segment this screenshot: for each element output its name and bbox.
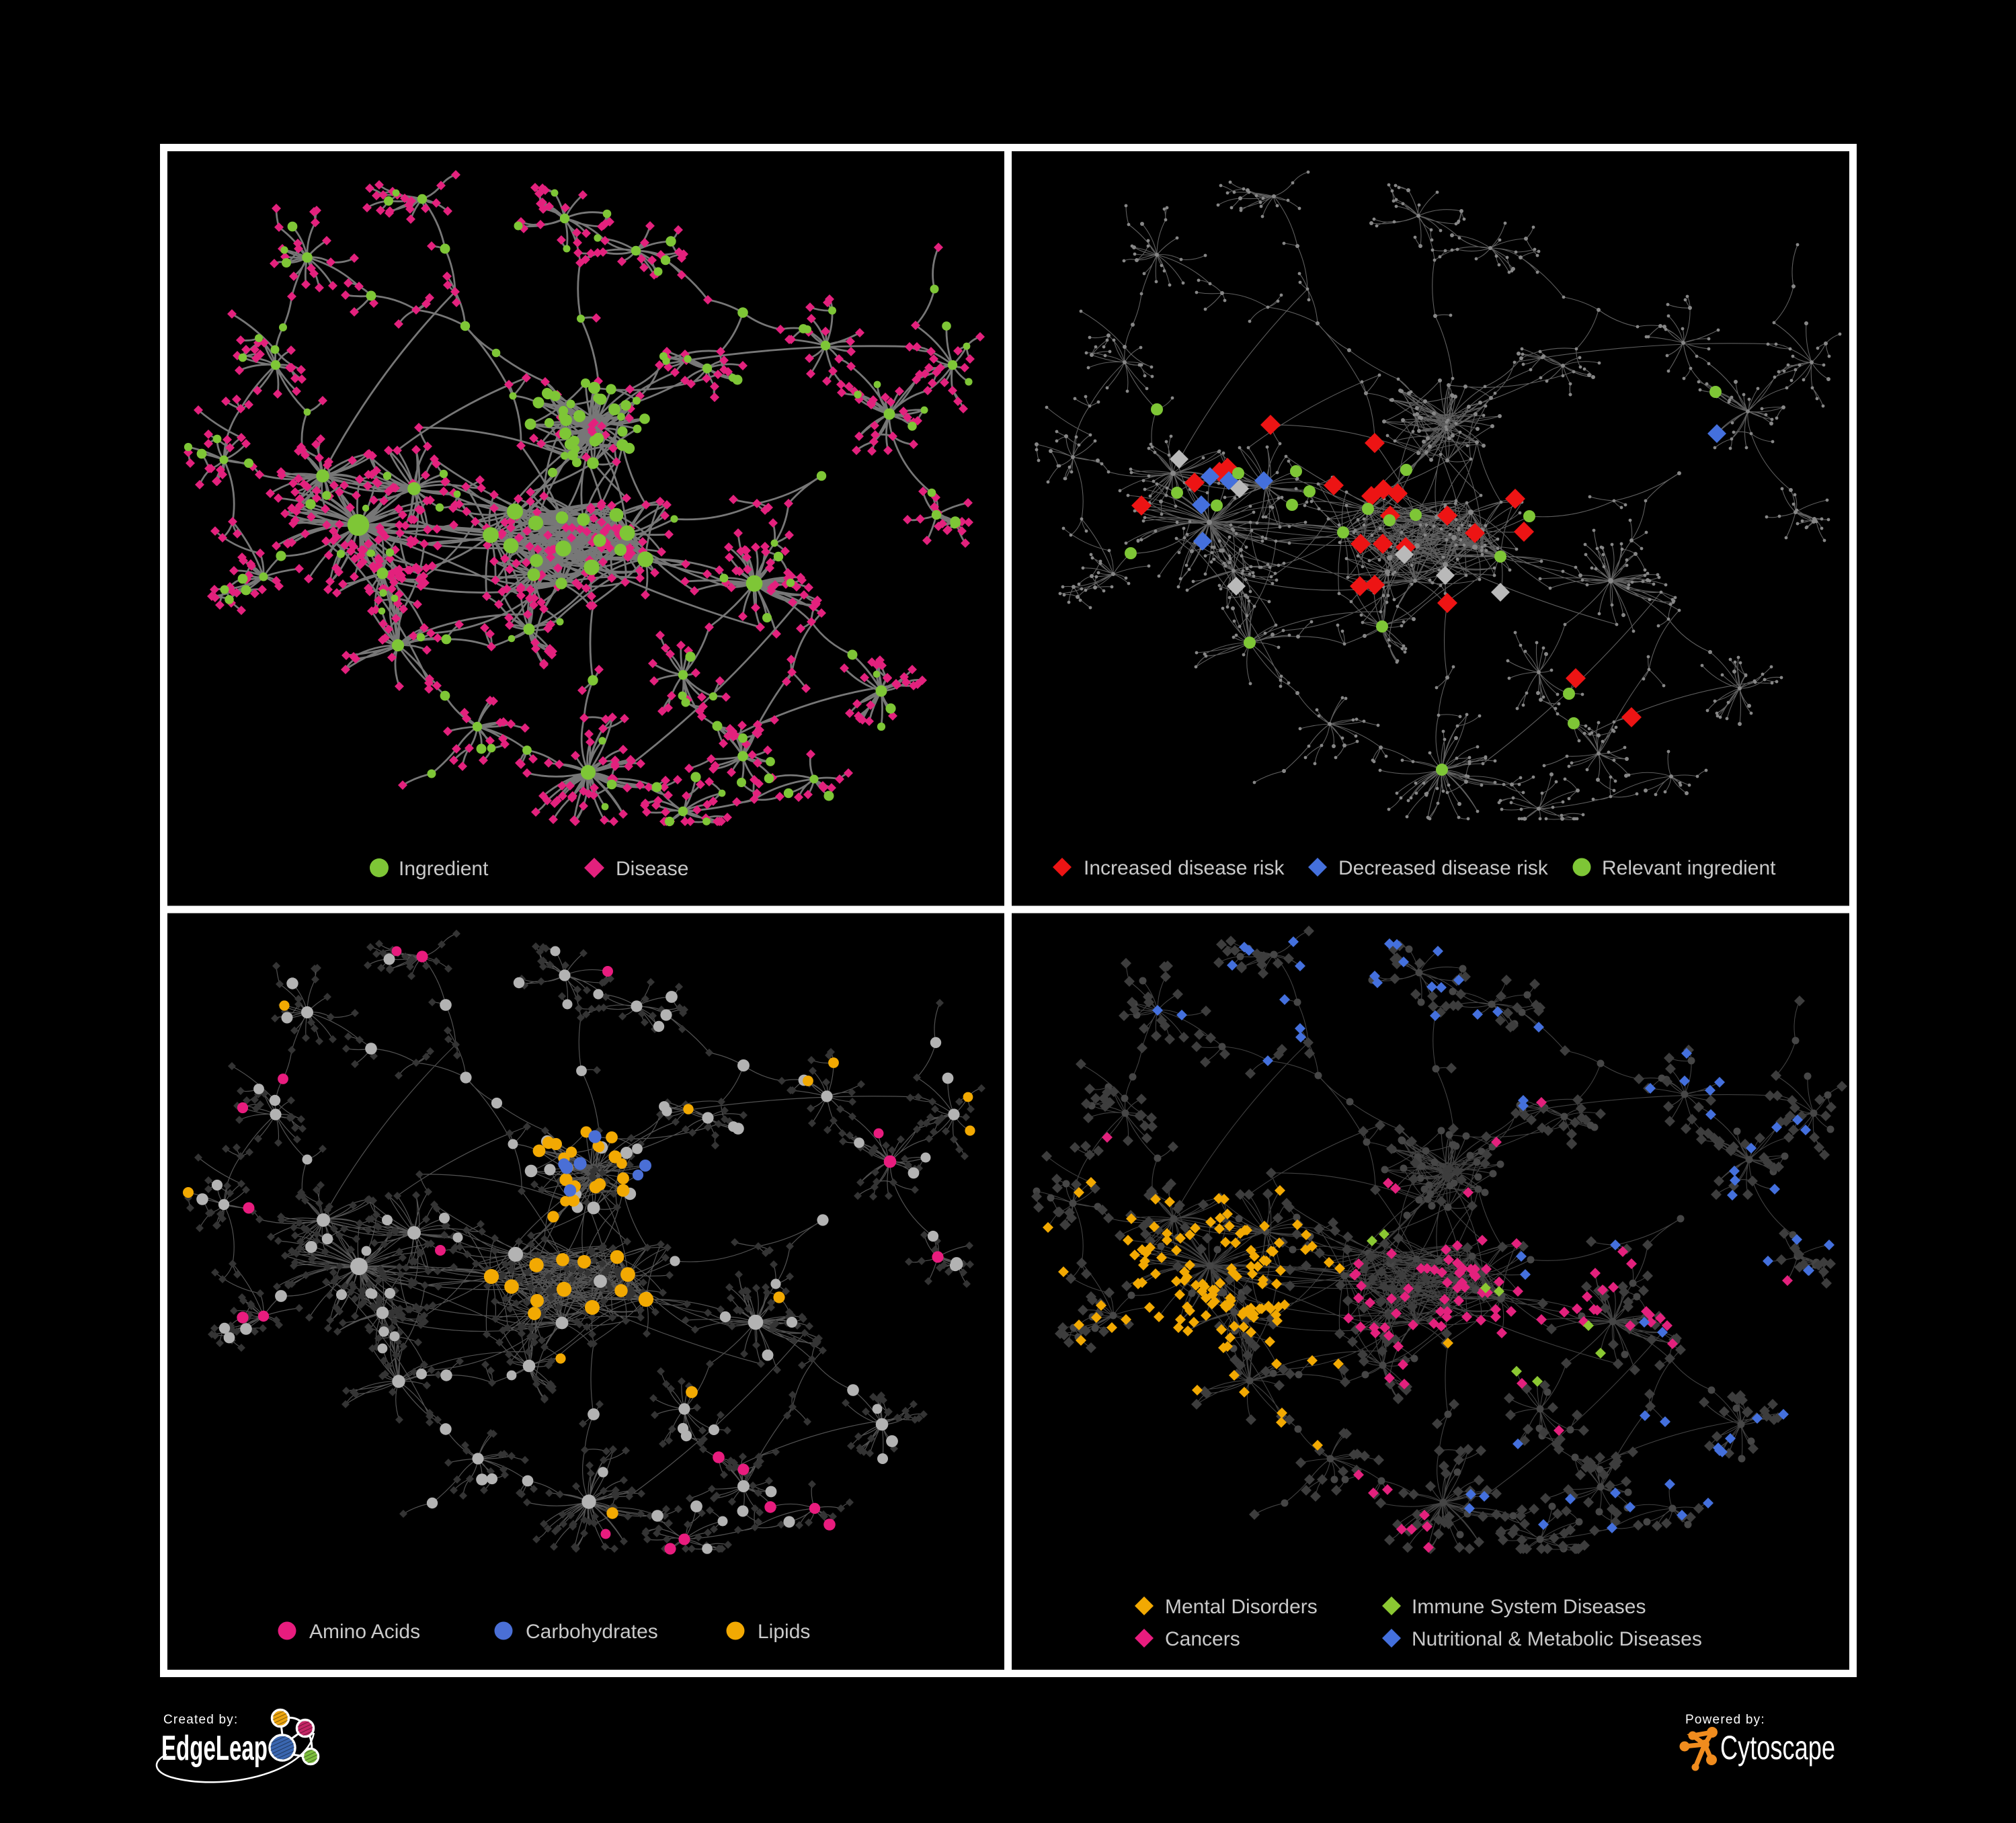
svg-text:Mental Disorders: Mental Disorders [1165, 1596, 1318, 1618]
svg-text:Disease: Disease [616, 858, 688, 880]
svg-text:Nutritional & Metabolic Diseas: Nutritional & Metabolic Diseases [1412, 1628, 1702, 1650]
svg-text:Decreased disease risk: Decreased disease risk [1338, 857, 1549, 879]
svg-text:Immune System Diseases: Immune System Diseases [1412, 1596, 1646, 1618]
svg-text:Increased disease risk: Increased disease risk [1084, 857, 1285, 879]
svg-text:Amino Acids: Amino Acids [309, 1621, 420, 1643]
svg-text:Relevant ingredient: Relevant ingredient [1602, 857, 1776, 879]
svg-text:EdgeLeap: EdgeLeap [161, 1729, 268, 1768]
svg-text:Carbohydrates: Carbohydrates [526, 1621, 658, 1643]
svg-text:Created by:: Created by: [163, 1713, 238, 1727]
svg-text:Cancers: Cancers [1165, 1628, 1240, 1650]
svg-text:Ingredient: Ingredient [399, 858, 489, 880]
svg-text:Powered by:: Powered by: [1685, 1713, 1765, 1727]
svg-text:Cytoscape: Cytoscape [1720, 1729, 1835, 1767]
svg-text:Lipids: Lipids [758, 1621, 810, 1643]
